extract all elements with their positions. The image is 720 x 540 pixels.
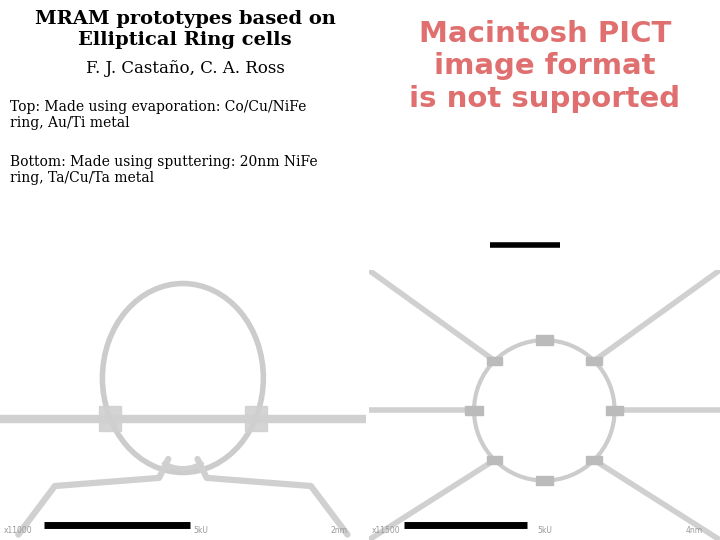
Text: 4nm: 4nm (685, 525, 703, 535)
Bar (99, 406, 121, 431)
Bar (487, 357, 503, 365)
Bar (606, 406, 624, 415)
Bar (536, 476, 553, 485)
Text: F. J. Castaño, C. A. Ross: F. J. Castaño, C. A. Ross (86, 60, 284, 77)
Bar (586, 456, 602, 464)
Text: x11000: x11000 (4, 525, 32, 535)
Text: 5kU: 5kU (537, 525, 552, 535)
Bar (586, 357, 602, 365)
Bar (536, 335, 553, 345)
Text: 2 um: 2 um (544, 518, 583, 532)
Text: 5kU: 5kU (194, 525, 209, 535)
Text: 2nm: 2nm (330, 525, 348, 535)
Text: Bottom: Made using sputtering: 20nm NiFe
ring, Ta/Cu/Ta metal: Bottom: Made using sputtering: 20nm NiFe… (10, 155, 318, 185)
Bar (0, 415, 366, 422)
Text: 2 um: 2 um (201, 518, 240, 532)
Text: MRAM prototypes based on
Elliptical Ring cells: MRAM prototypes based on Elliptical Ring… (35, 10, 336, 49)
Bar (245, 406, 267, 431)
Text: Macintosh PICT
image format
is not supported: Macintosh PICT image format is not suppo… (410, 20, 680, 113)
Text: x11500: x11500 (372, 525, 401, 535)
Bar (465, 406, 483, 415)
Bar (487, 456, 503, 464)
Text: Top: Made using evaporation: Co/Cu/NiFe
ring, Au/Ti metal: Top: Made using evaporation: Co/Cu/NiFe … (10, 100, 307, 130)
